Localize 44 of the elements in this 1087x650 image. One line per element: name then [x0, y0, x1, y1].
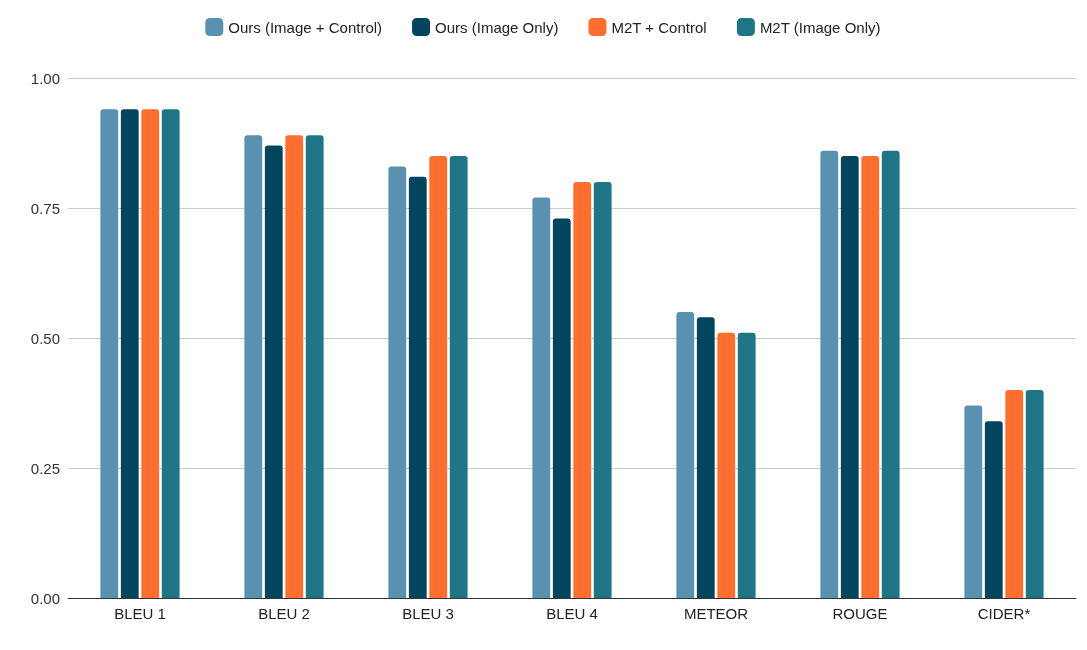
y-tick-label: 0.25: [30, 459, 60, 477]
x-tick-label: BLEU 4: [546, 605, 598, 622]
x-tick-label: CIDER*: [977, 605, 1031, 622]
bar: [141, 109, 160, 598]
bar: [861, 156, 880, 598]
bar: [532, 197, 551, 598]
bar: [573, 182, 592, 598]
bar: [717, 332, 736, 598]
bar: [676, 312, 695, 598]
bar: [408, 176, 427, 598]
y-tick-label: 0.50: [30, 329, 60, 347]
bar: [881, 150, 900, 598]
bar: [120, 109, 139, 598]
bar: [964, 405, 983, 598]
bar: [388, 166, 407, 598]
x-tick-label: METEOR: [683, 605, 749, 622]
x-tick-label: ROUGE: [832, 605, 888, 622]
bar: [449, 156, 468, 598]
x-tick-label: BLEU 3: [402, 605, 454, 622]
legend-label: Ours (Image + Control): [228, 18, 383, 36]
bar: [285, 135, 304, 598]
y-tick-label: 1.00: [30, 69, 60, 87]
bar: [244, 135, 263, 598]
bar: [264, 145, 283, 598]
bar: [100, 109, 119, 598]
bar: [737, 332, 756, 598]
x-tick-label: BLEU 1: [114, 605, 166, 622]
bar: [984, 421, 1003, 598]
bar: [161, 109, 180, 598]
legend-label: M2T (Image Only): [759, 18, 881, 36]
bar: [820, 150, 839, 598]
bar: [1025, 390, 1044, 598]
bar: [552, 218, 571, 598]
bar: [840, 156, 859, 598]
y-tick-label: 0.75: [30, 199, 60, 217]
bar: [429, 156, 448, 598]
legend-label: Ours (Image Only): [435, 18, 559, 36]
bar: [305, 135, 324, 598]
x-tick-label: BLEU 2: [258, 605, 310, 622]
bar: [1005, 390, 1024, 598]
y-tick-label: 0.00: [30, 589, 60, 607]
legend-label: M2T + Control: [611, 18, 707, 36]
bar: [696, 317, 715, 598]
bar: [593, 182, 612, 598]
